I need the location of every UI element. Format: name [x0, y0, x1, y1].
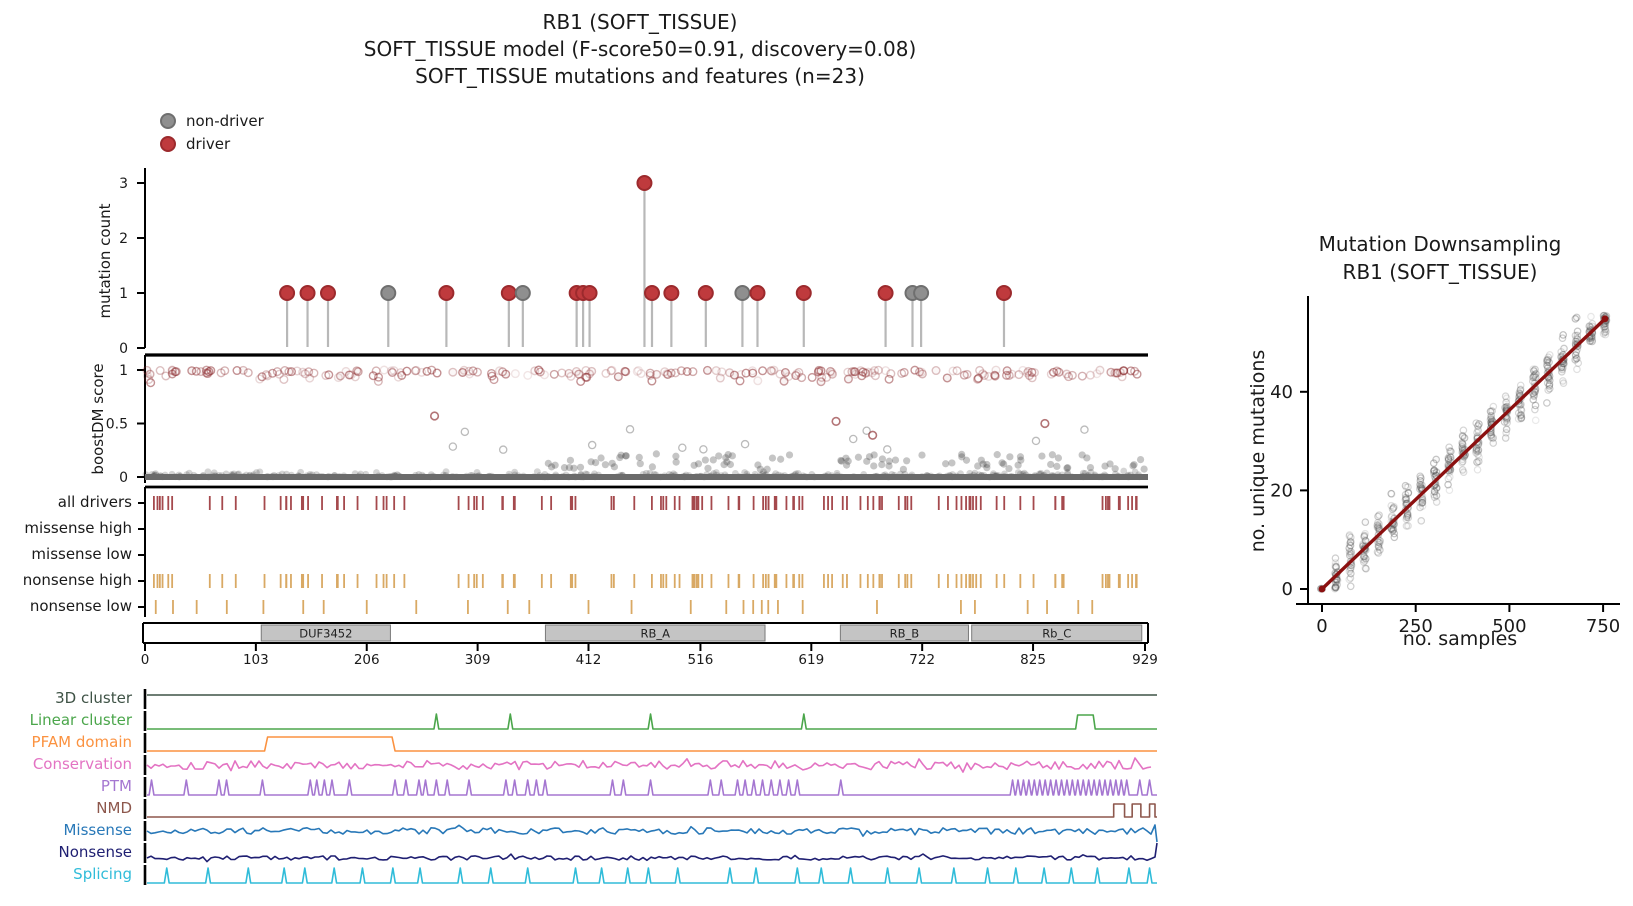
- svg-text:500: 500: [1492, 616, 1526, 637]
- feature-row-label: Splicing: [73, 865, 132, 883]
- figure-title-line3: SOFT_TISSUE mutations and features (n=23…: [415, 64, 865, 88]
- domain-box-label: DUF3452: [299, 627, 352, 641]
- svg-text:825: 825: [1020, 652, 1046, 668]
- svg-text:1: 1: [119, 286, 128, 302]
- consequence-row-label: nonsense low: [29, 597, 132, 615]
- figure-title-line2: SOFT_TISSUE model (F-score50=0.91, disco…: [363, 37, 917, 61]
- svg-text:0: 0: [119, 470, 128, 486]
- svg-text:0: 0: [119, 341, 128, 357]
- svg-text:40: 40: [1270, 382, 1293, 403]
- legend-item-driver: driver: [160, 135, 230, 153]
- nondriver-dot-icon: [160, 113, 176, 129]
- svg-text:750: 750: [1586, 616, 1620, 637]
- downsampling-x-axis-label: no. samples: [1402, 628, 1518, 650]
- svg-text:20: 20: [1270, 480, 1293, 501]
- svg-text:929: 929: [1132, 652, 1158, 668]
- svg-text:3: 3: [119, 176, 128, 192]
- svg-text:0: 0: [1316, 616, 1327, 637]
- feature-row-label: Nonsense: [58, 843, 133, 861]
- downsampling-title-line2: RB1 (SOFT_TISSUE): [1342, 260, 1538, 284]
- feature-row-label: PTM: [100, 777, 132, 795]
- svg-text:250: 250: [1399, 616, 1433, 637]
- feature-row-label: 3D cluster: [55, 689, 132, 707]
- feature-row-label: Linear cluster: [29, 711, 132, 729]
- svg-text:2: 2: [119, 231, 128, 247]
- svg-text:0: 0: [1282, 579, 1293, 600]
- svg-text:619: 619: [798, 652, 824, 668]
- feature-row-label: Conservation: [32, 755, 132, 773]
- consequence-row-label: nonsense high: [22, 571, 132, 589]
- domain-box-label: Rb_C: [1042, 627, 1071, 641]
- svg-text:309: 309: [465, 652, 491, 668]
- legend-label-nondriver: non-driver: [186, 112, 264, 130]
- svg-text:206: 206: [354, 652, 380, 668]
- legend-item-nondriver: non-driver: [160, 112, 264, 130]
- feature-row-label: NMD: [96, 799, 132, 817]
- svg-text:1: 1: [119, 363, 128, 379]
- svg-text:722: 722: [909, 652, 935, 668]
- feature-row-label: PFAM domain: [31, 733, 132, 751]
- svg-text:0: 0: [141, 652, 150, 668]
- downsampling-title-line1: Mutation Downsampling: [1318, 232, 1562, 256]
- feature-row-label: Missense: [63, 821, 132, 839]
- svg-text:103: 103: [243, 652, 269, 668]
- domain-box-label: RB_A: [640, 627, 670, 641]
- svg-text:516: 516: [688, 652, 714, 668]
- consequence-row-label: all drivers: [57, 493, 132, 511]
- consequence-row-label: missense low: [31, 545, 132, 563]
- domain-box-label: RB_B: [890, 627, 920, 641]
- svg-text:0.5: 0.5: [106, 417, 128, 433]
- legend-label-driver: driver: [186, 135, 231, 153]
- driver-dot-icon: [160, 136, 176, 152]
- svg-text:412: 412: [576, 652, 602, 668]
- figure-title-line1: RB1 (SOFT_TISSUE): [542, 10, 738, 34]
- consequence-row-label: missense high: [24, 519, 132, 537]
